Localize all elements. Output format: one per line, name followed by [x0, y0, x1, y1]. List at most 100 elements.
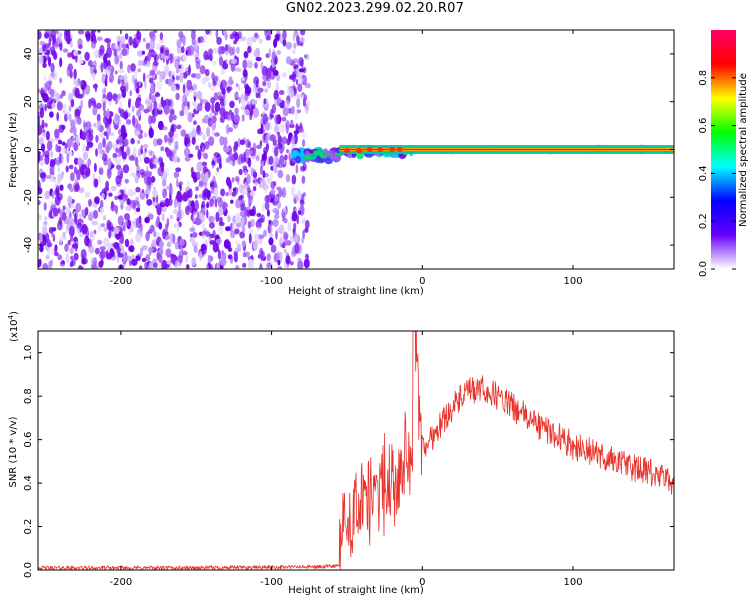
spectrogram-noise-blob [238, 183, 242, 193]
spectrogram-noise-blob [145, 254, 151, 262]
spectrogram-noise-blob [67, 195, 73, 204]
spectrogram-noise-blob [216, 196, 223, 203]
spectrogram-noise-blob [95, 265, 99, 269]
spectrogram-noise-blob [229, 100, 235, 109]
spectrogram-noise-blob [39, 232, 43, 243]
spectrogram-noise-blob [81, 209, 86, 218]
spectrogram-noise-blob [50, 200, 55, 206]
spectrogram-noise-blob [250, 106, 254, 117]
snr-y-tick-label: 0.6 [23, 432, 34, 448]
spectrogram-noise-blob [163, 134, 168, 143]
spectrogram-noise-blob [51, 232, 55, 238]
spectrogram-noise-blob [167, 99, 172, 107]
spectrogram-noise-blob [242, 59, 248, 70]
spectrogram-noise-blob [185, 49, 189, 56]
spectrogram-noise-blob [244, 170, 248, 176]
spectrogram-noise-blob [241, 156, 244, 164]
spectrogram-noise-blob [95, 134, 99, 143]
spectrogram-tone-blob [314, 149, 323, 156]
spectrogram-noise-blob [238, 168, 243, 176]
spectrogram-noise-blob [101, 73, 106, 84]
spectrogram-noise-blob [173, 223, 177, 228]
spectrogram-noise-blob [187, 112, 193, 123]
spectrogram-noise-blob [233, 114, 240, 124]
spectrogram-noise-blob [117, 215, 124, 226]
spectrogram-noise-blob [265, 35, 271, 41]
spectrogram-noise-blob [193, 88, 197, 97]
spectrogram-noise-blob [262, 102, 265, 109]
spectrogram-noise-blob [240, 106, 247, 111]
spectrogram-noise-blob [242, 68, 248, 78]
spectrogram-noise-blob [247, 184, 250, 190]
spectrogram-noise-blob [247, 220, 252, 229]
spectrogram-noise-blob [70, 255, 74, 261]
spectrogram-tone-knot [389, 147, 396, 152]
spectrogram-noise-blob [152, 60, 159, 67]
spectrogram-noise-blob [217, 249, 221, 260]
spectrogram-noise-blob [201, 77, 207, 85]
spectrogram-noise-blob [130, 238, 134, 247]
spectrogram-noise-blob [224, 97, 227, 107]
spectrogram-noise-blob [241, 240, 246, 247]
spectrogram-noise-blob [256, 238, 263, 245]
spectrogram-y-tick-label: 20 [23, 95, 34, 108]
spectrogram-noise-blob [42, 263, 49, 269]
spectrogram-noise-blob [170, 256, 175, 264]
spectrogram-noise-blob [88, 60, 93, 67]
spectrogram-noise-blob [141, 257, 147, 263]
spectrogram-noise-blob [266, 178, 271, 184]
spectrogram-noise-blob [120, 36, 126, 45]
spectrogram-noise-blob [139, 247, 144, 257]
spectrogram-noise-blob [147, 52, 152, 61]
spectrogram-noise-blob [89, 230, 94, 238]
spectrogram-noise-blob [148, 114, 153, 125]
spectrogram-noise-blob [281, 116, 287, 122]
spectrogram-noise-blob [96, 120, 102, 132]
spectrogram-noise-blob [273, 38, 278, 48]
spectrogram-noise-blob [144, 55, 148, 61]
spectrogram-noise-blob [119, 76, 126, 80]
spectrogram-noise-blob [62, 109, 68, 114]
spectrogram-noise-blob [44, 216, 48, 221]
spectrogram-noise-blob [42, 225, 48, 236]
spectrogram-noise-blob [59, 235, 63, 245]
spectrogram-noise-blob [181, 101, 185, 112]
spectrogram-noise-blob [115, 205, 118, 215]
spectrogram-noise-blob [134, 68, 138, 80]
spectrogram-noise-blob [77, 116, 82, 125]
spectrogram-noise-blob [215, 169, 218, 177]
spectrogram-noise-blob [246, 173, 251, 185]
spectrogram-noise-blob [106, 91, 113, 102]
spectrogram-noise-blob [161, 53, 164, 58]
spectrogram-noise-blob [253, 233, 259, 241]
spectrogram-noise-blob [268, 219, 272, 225]
spectrogram-noise-blob [109, 226, 115, 232]
spectrogram-noise-blob [153, 53, 157, 63]
snr-series-line [38, 331, 674, 570]
spectrogram-noise-blob [262, 80, 267, 87]
spectrogram-noise-blob [283, 248, 287, 254]
snr-data [38, 331, 674, 570]
spectrogram-noise-blob [287, 107, 293, 114]
spectrogram-noise-blob [176, 178, 179, 188]
spectrogram-noise-blob [69, 216, 74, 226]
spectrogram-x-tick-label: 100 [563, 276, 582, 287]
spectrogram-noise-blob [121, 245, 125, 251]
spectrogram-noise-blob [199, 250, 203, 261]
spectrogram-noise-blob [159, 246, 164, 256]
spectrogram-noise-blob [174, 241, 179, 250]
spectrogram-noise-blob [166, 217, 170, 228]
spectrogram-noise-blob [122, 138, 129, 148]
spectrogram-noise-blob [274, 124, 279, 133]
snr-x-label: Height of straight line (km) [288, 585, 424, 596]
spectrogram-noise-blob [242, 77, 245, 81]
spectrogram-noise-blob [269, 197, 275, 203]
spectrogram-noise-blob [228, 46, 234, 56]
spectrogram-noise-blob [258, 38, 263, 44]
spectrogram-noise-blob [304, 82, 311, 89]
spectrogram-noise-blob [252, 186, 257, 192]
spectrogram-noise-blob [261, 202, 265, 212]
spectrogram-noise-blob [168, 78, 175, 86]
spectrogram-noise-blob [188, 131, 193, 138]
spectrogram-noise-blob [162, 229, 167, 240]
